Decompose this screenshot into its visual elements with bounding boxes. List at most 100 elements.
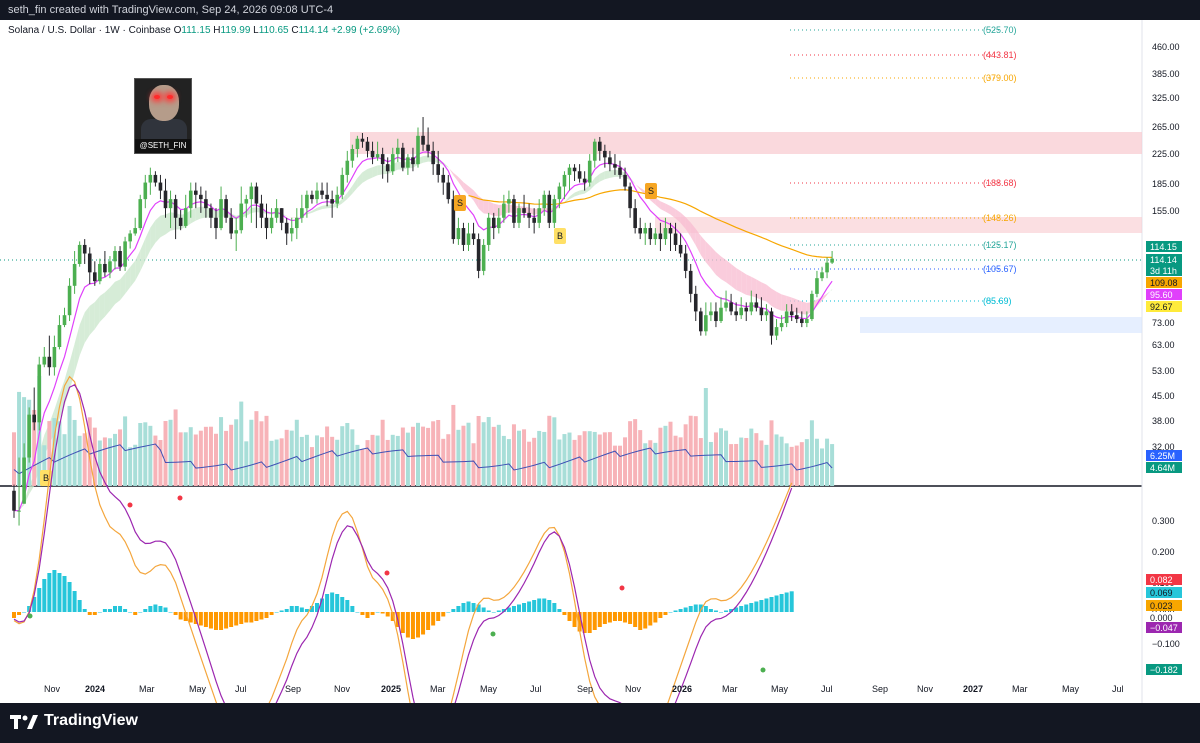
candle-body	[239, 203, 244, 231]
volume-bar	[143, 422, 148, 486]
tradingview-logo[interactable]: TradingView	[10, 712, 138, 730]
ribbon-segment	[357, 172, 363, 188]
ribbon-segment	[109, 281, 115, 311]
candle-body	[355, 138, 360, 150]
macd-histogram-bar	[325, 594, 330, 612]
macd-histogram-bar	[229, 612, 234, 627]
candle-body	[739, 307, 743, 316]
ribbon-segment	[776, 291, 782, 311]
axis-badge	[1146, 265, 1182, 276]
volume-bar	[623, 437, 628, 486]
volume-bar	[355, 444, 360, 486]
macd-histogram-bar	[522, 603, 527, 612]
macd-histogram-bar	[375, 612, 380, 613]
macd-histogram-bar	[72, 591, 77, 612]
volume-bar	[173, 409, 178, 486]
ribbon-segment	[751, 276, 757, 298]
candle-body	[471, 233, 476, 240]
support-zone	[860, 317, 1142, 333]
volume-bar	[128, 447, 133, 486]
macd-histogram-bar	[153, 604, 158, 612]
macd-histogram-bar	[224, 612, 229, 629]
volume-bar	[537, 430, 542, 486]
ribbon-segment	[306, 210, 312, 215]
target-label: (105.67)	[983, 264, 1017, 274]
macd-histogram-bar	[511, 606, 516, 612]
volume-bar	[62, 434, 67, 486]
candle-body	[42, 356, 47, 365]
macd-histogram-bar	[330, 592, 335, 612]
volume-bar	[249, 419, 254, 486]
macd-histogram-bar	[698, 604, 703, 612]
header-text: seth_fin created with TradingView.com, S…	[8, 4, 334, 16]
candle-body	[688, 270, 693, 294]
macd-histogram-bar	[612, 612, 617, 621]
candle-body	[305, 194, 309, 209]
macd-histogram-bar	[92, 612, 97, 615]
volume-bar	[340, 426, 345, 486]
volume-bar	[476, 415, 481, 486]
avatar-face	[149, 85, 179, 121]
ribbon-segment	[604, 170, 610, 180]
axis-badge	[1146, 254, 1182, 265]
ribbon-segment	[89, 302, 95, 335]
price-tick-label: 63.00	[1152, 340, 1175, 350]
volume-bar	[148, 425, 153, 486]
candle-body	[794, 315, 799, 320]
volume-bar	[416, 422, 420, 486]
macd-histogram-bar	[254, 612, 259, 621]
macd-histogram-bar	[663, 612, 668, 615]
candle-body	[592, 141, 597, 161]
volume-bar	[118, 429, 123, 486]
chart-svg[interactable]: (525.70) (443.81) (379.00) (188.68) (148.26)…	[0, 20, 1200, 743]
volume-bar	[820, 448, 824, 486]
ribbon-segment	[599, 171, 605, 182]
candle-body	[683, 253, 688, 271]
ribbon-segment	[463, 182, 469, 195]
macd-histogram-bar	[466, 601, 471, 612]
ribbon-segment	[771, 288, 777, 309]
macd-line	[13, 375, 793, 743]
candle-body	[118, 251, 122, 267]
macd-cross-dot	[490, 631, 496, 637]
symbol-legend[interactable]: Solana / U.S. Dollar · 1W · Coinbase O11…	[8, 25, 400, 36]
candle-body	[57, 325, 62, 347]
chart-area[interactable]: Solana / U.S. Dollar · 1W · Coinbase O11…	[0, 20, 1200, 743]
candle-body	[719, 307, 723, 322]
candle-body	[188, 190, 193, 209]
volume-bar	[431, 421, 436, 486]
candle-body	[219, 199, 223, 229]
ribbon-segment	[200, 206, 206, 219]
candle-body	[103, 263, 107, 273]
ribbon-segment	[84, 305, 90, 343]
macd-histogram-bar	[779, 594, 784, 612]
ribbon-segment	[766, 284, 772, 306]
candle-body	[17, 510, 21, 512]
ribbon-segment	[705, 241, 711, 269]
candle-body	[704, 315, 708, 332]
macd-histogram-bar	[294, 606, 299, 612]
candle-body	[537, 208, 541, 223]
ribbon-segment	[74, 324, 80, 373]
ribbon-segment	[342, 192, 348, 204]
candle-body	[709, 311, 713, 316]
candle-body	[37, 364, 42, 423]
candle-body	[87, 253, 92, 273]
volume-bar	[698, 438, 703, 486]
signal-label: B	[557, 231, 563, 241]
ribbon-segment	[579, 189, 585, 195]
macd-histogram-bar	[678, 609, 683, 612]
candle-body	[476, 239, 481, 271]
macd-histogram-bar	[370, 612, 375, 615]
macd-histogram-bar	[719, 612, 723, 613]
volume-bar	[602, 432, 607, 486]
ribbon-segment	[317, 205, 323, 211]
ribbon-segment	[715, 252, 721, 280]
candle-body	[577, 171, 582, 179]
candle-body	[522, 208, 526, 213]
candle-body	[441, 174, 446, 183]
ribbon-segment	[362, 168, 368, 183]
candle-body	[254, 186, 259, 204]
macd-histogram-bar	[562, 612, 567, 615]
candle-body	[699, 311, 703, 332]
